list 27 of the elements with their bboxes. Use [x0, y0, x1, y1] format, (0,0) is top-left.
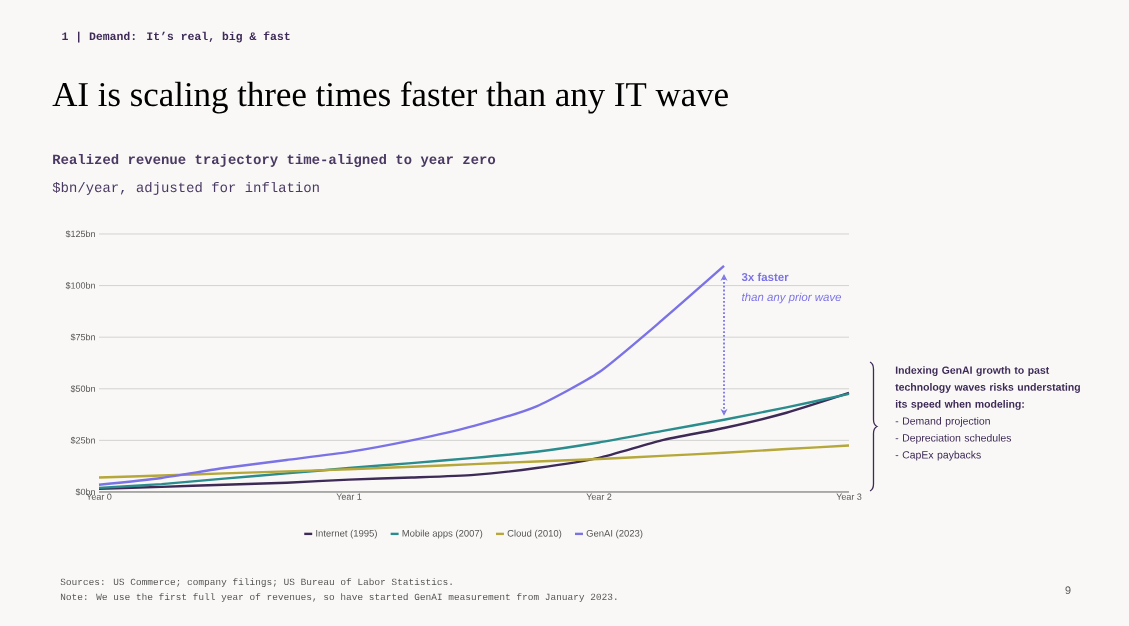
- text: - Demand projection: [895, 417, 990, 427]
- text: 9: [1065, 586, 1071, 595]
- annotation: than any prior wave: [742, 292, 842, 304]
- legend-label: GenAI (2023): [586, 529, 643, 539]
- text: 1 | Demand: It’s real, big & fast: [62, 31, 290, 43]
- y-tick-label: $75bn: [70, 333, 95, 341]
- line-series: [97, 444, 851, 479]
- legend-label: Cloud (2010): [507, 529, 562, 539]
- y-tick-label: $125bn: [65, 230, 95, 238]
- text: - CapEx paybacks: [895, 450, 981, 461]
- x-tick-label: Year 3: [836, 493, 862, 500]
- legend-label: Mobile apps (2007): [402, 529, 483, 539]
- text: Indexing GenAI growth to past technology waves risks understating its speed when modeling:: [895, 366, 1080, 410]
- y-tick-label: $50bn: [70, 385, 95, 393]
- x-tick-label: Year 2: [586, 493, 612, 500]
- annotation: 3x faster: [741, 272, 789, 282]
- text: - Depreciation schedules: [895, 433, 1012, 444]
- legend-label: Internet (1995): [316, 529, 377, 539]
- y-tick-label: $100bn: [65, 281, 95, 290]
- source-note: Sources: US Commerce; company filings; US Bureau of Labor Statistics.: [60, 578, 452, 587]
- y-axis-title: $bn/year, adjusted for inflation: [52, 181, 319, 195]
- chart-title: AI is scaling three times faster than any IT wave: [52, 81, 728, 114]
- x-tick-label: Year 1: [336, 493, 362, 500]
- chart-subtitle: Realized revenue trajectory time-aligned to year zero: [53, 153, 496, 167]
- y-tick-label: $25bn: [70, 436, 95, 445]
- line-series: [97, 264, 726, 486]
- text: Note: We use the first full year of revenues, so have started GenAI measurement from January 2023.: [60, 593, 617, 602]
